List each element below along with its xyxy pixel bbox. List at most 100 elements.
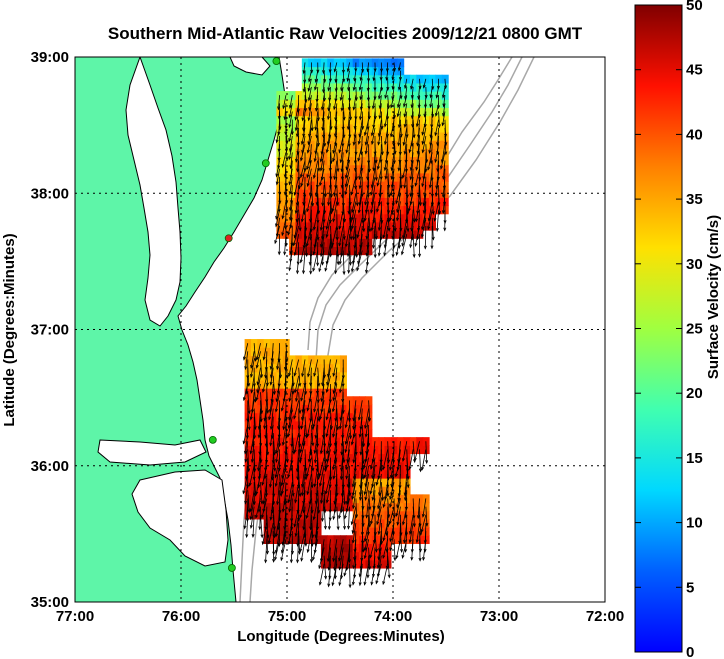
velocity-vector-head bbox=[352, 417, 356, 422]
velocity-vector-head bbox=[352, 106, 356, 111]
velocity-vector-head bbox=[381, 497, 385, 502]
velocity-vector-head bbox=[328, 97, 332, 102]
velocity-vector bbox=[436, 209, 439, 231]
velocity-vector bbox=[412, 119, 415, 138]
velocity-vector-head bbox=[368, 506, 372, 511]
velocity-vector bbox=[431, 103, 434, 117]
velocity-vector bbox=[287, 416, 293, 437]
velocity-vector-head bbox=[304, 227, 308, 232]
velocity-vector-head bbox=[249, 416, 253, 421]
velocity-vector-head bbox=[390, 210, 394, 215]
velocity-vector-head bbox=[314, 126, 318, 131]
velocity-vector-head bbox=[287, 433, 291, 438]
velocity-vector bbox=[342, 506, 346, 529]
velocity-vector-head bbox=[437, 202, 441, 207]
velocity-vector-head bbox=[296, 168, 300, 173]
velocity-vector-head bbox=[385, 548, 389, 553]
velocity-vector-head bbox=[341, 126, 345, 131]
velocity-vector bbox=[306, 498, 312, 519]
velocity-vector bbox=[335, 103, 338, 121]
velocity-vector-head bbox=[345, 567, 349, 572]
velocity-vector-head bbox=[331, 242, 335, 247]
velocity-vector bbox=[347, 441, 350, 463]
velocity-vector-head bbox=[288, 207, 293, 212]
velocity-vector bbox=[310, 185, 314, 206]
velocity-vector bbox=[373, 152, 376, 171]
velocity-vector bbox=[299, 531, 306, 552]
velocity-vector-head bbox=[289, 174, 293, 179]
velocity-vector bbox=[310, 424, 314, 446]
velocity-vector bbox=[387, 168, 390, 188]
velocity-vector bbox=[345, 168, 350, 187]
velocity-vector-head bbox=[423, 548, 427, 553]
velocity-vector-head bbox=[298, 493, 302, 498]
velocity-vector-head bbox=[427, 217, 431, 222]
velocity-vector-head bbox=[323, 79, 327, 84]
x-tick-label: 74:00 bbox=[374, 608, 412, 625]
velocity-vector-head bbox=[370, 209, 374, 214]
velocity-vector bbox=[253, 449, 256, 472]
velocity-vector bbox=[317, 457, 319, 480]
velocity-vector-head bbox=[340, 451, 344, 456]
velocity-vector-head bbox=[264, 467, 268, 472]
velocity-vector bbox=[303, 482, 306, 504]
velocity-vector-head bbox=[311, 467, 315, 472]
velocity-vector bbox=[298, 209, 301, 231]
velocity-vector bbox=[378, 127, 382, 145]
velocity-vector bbox=[329, 119, 331, 138]
velocity-vector bbox=[344, 176, 350, 195]
velocity-vector-head bbox=[420, 529, 424, 534]
velocity-vector-head bbox=[360, 532, 364, 537]
velocity-vector-head bbox=[353, 160, 357, 165]
velocity-vector-head bbox=[270, 476, 275, 481]
velocity-vector-head bbox=[370, 184, 374, 189]
velocity-vector-head bbox=[373, 68, 377, 73]
velocity-vector-head bbox=[397, 245, 401, 250]
velocity-vector bbox=[271, 343, 274, 362]
velocity-vector bbox=[342, 441, 345, 463]
velocity-vector bbox=[393, 539, 396, 561]
velocity-vector bbox=[372, 482, 376, 501]
velocity-vector-head bbox=[320, 500, 324, 505]
velocity-vector-head bbox=[429, 160, 433, 165]
velocity-vector-head bbox=[272, 451, 277, 456]
velocity-vector bbox=[315, 111, 319, 130]
velocity-vector-head bbox=[261, 541, 265, 546]
velocity-vector-head bbox=[401, 554, 405, 559]
velocity-vector bbox=[323, 119, 325, 138]
velocity-vector-head bbox=[320, 151, 324, 156]
velocity-vector-head bbox=[342, 134, 346, 139]
velocity-vector-head bbox=[257, 484, 261, 489]
velocity-vector-head bbox=[418, 85, 422, 90]
velocity-vector-head bbox=[294, 499, 298, 504]
velocity-vector bbox=[326, 375, 331, 393]
velocity-vector bbox=[250, 506, 255, 529]
velocity-vector bbox=[281, 217, 287, 236]
velocity-vector bbox=[291, 433, 295, 454]
velocity-vector bbox=[418, 209, 420, 231]
velocity-vector-head bbox=[347, 87, 351, 92]
velocity-vector-head bbox=[308, 398, 312, 403]
velocity-vector-head bbox=[380, 541, 384, 545]
velocity-vector-head bbox=[339, 476, 344, 481]
velocity-vector bbox=[384, 482, 389, 500]
velocity-vector-head bbox=[443, 227, 447, 232]
velocity-vector bbox=[429, 95, 433, 108]
velocity-vector-head bbox=[331, 582, 335, 587]
velocity-vector-head bbox=[268, 409, 272, 414]
velocity-vector bbox=[330, 225, 333, 249]
velocity-vector-head bbox=[247, 382, 251, 387]
velocity-vectors bbox=[242, 62, 448, 589]
velocity-vector-head bbox=[282, 426, 286, 431]
velocity-vector-head bbox=[277, 543, 281, 548]
velocity-vector-head bbox=[378, 492, 382, 497]
velocity-vector-head bbox=[270, 509, 274, 514]
velocity-vector-head bbox=[370, 132, 374, 137]
velocity-vector bbox=[317, 152, 320, 171]
velocity-vector bbox=[354, 225, 357, 249]
velocity-vector-head bbox=[316, 69, 320, 74]
velocity-vector-head bbox=[344, 174, 348, 180]
velocity-vector-head bbox=[409, 201, 413, 206]
velocity-vector bbox=[392, 217, 395, 239]
velocity-vector-head bbox=[282, 398, 286, 403]
